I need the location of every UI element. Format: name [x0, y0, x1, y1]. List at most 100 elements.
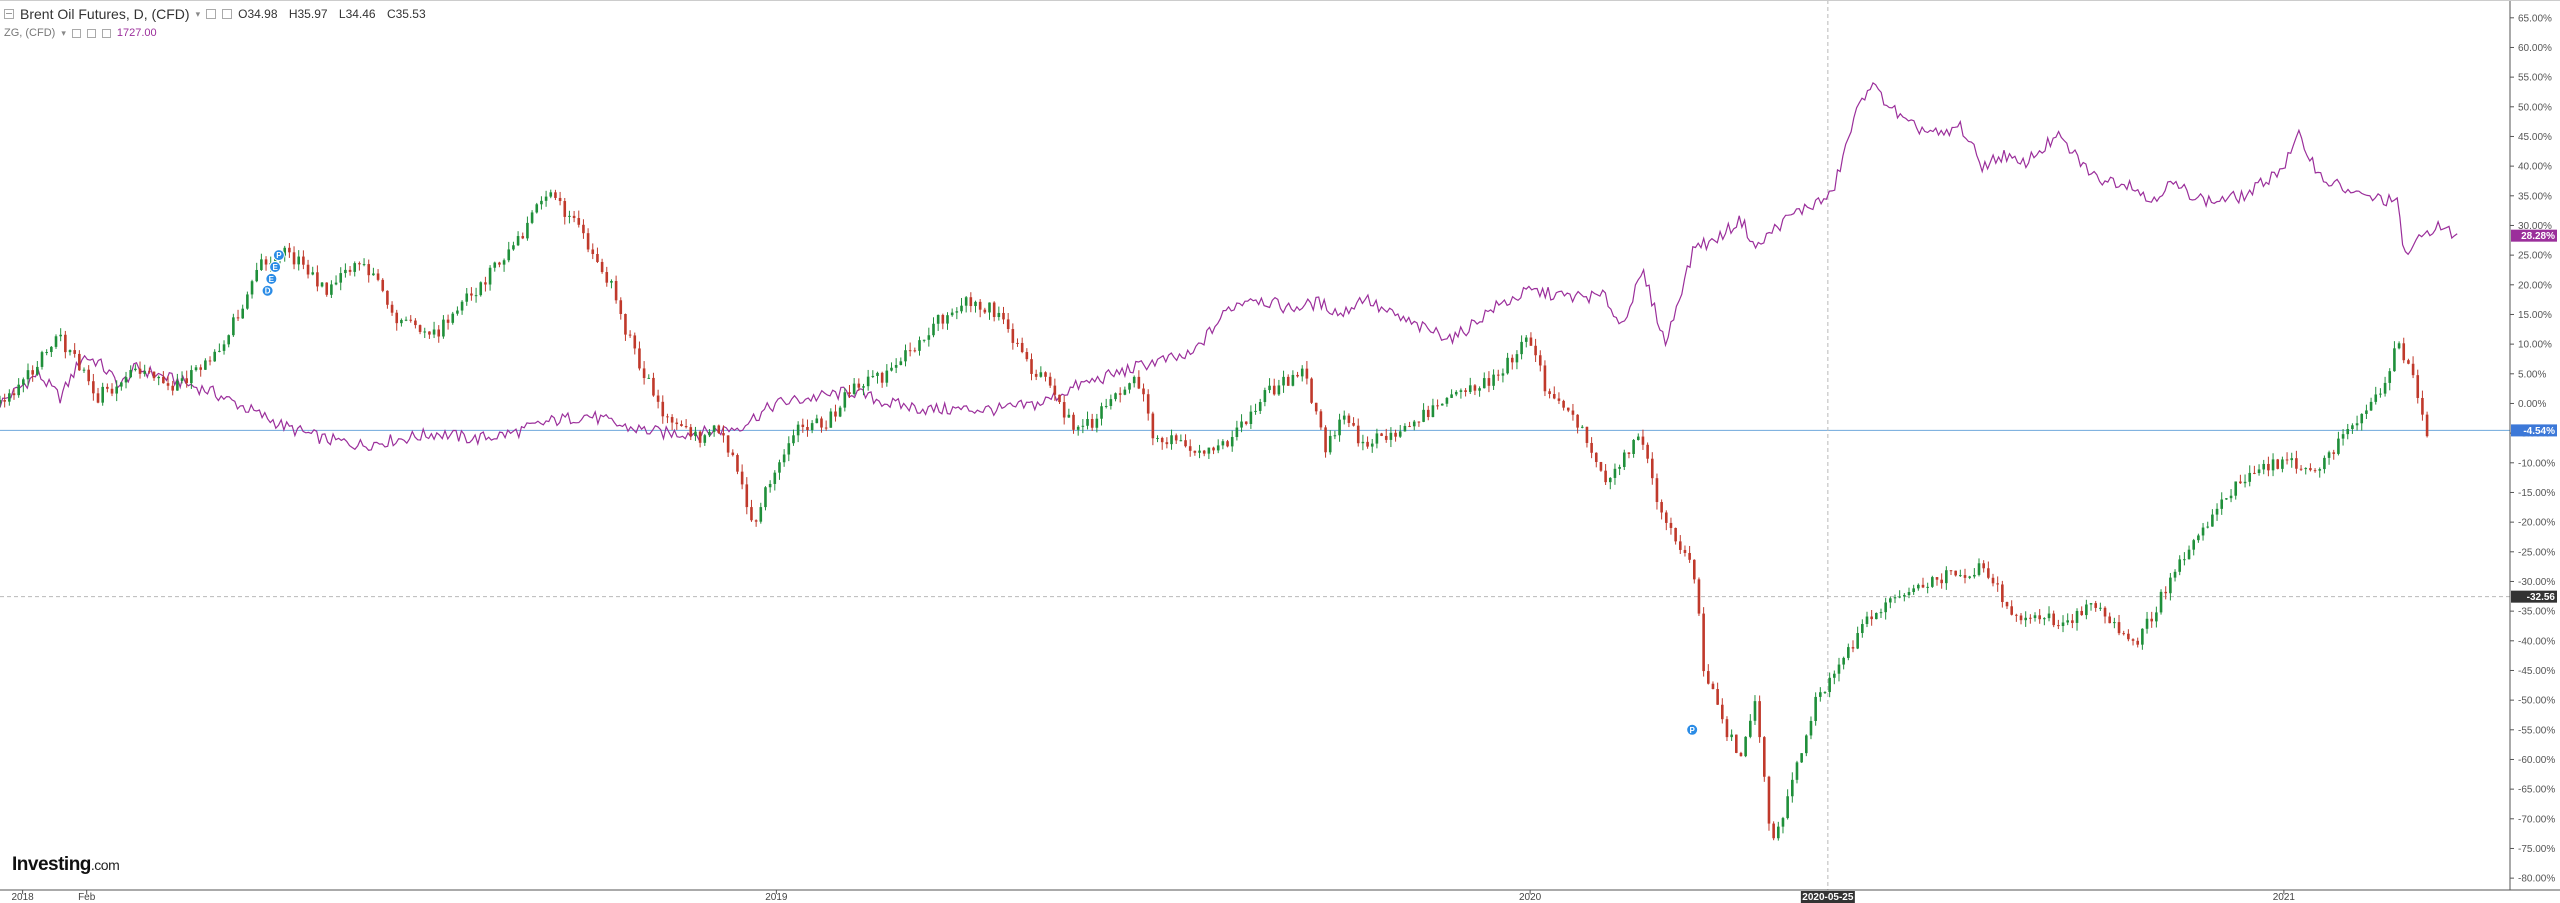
- candle-body: [176, 380, 179, 391]
- candle: [1324, 425, 1327, 458]
- candle: [1487, 371, 1491, 393]
- candle: [400, 318, 403, 327]
- candle-body: [2066, 620, 2069, 623]
- candle-body: [1571, 410, 1575, 415]
- marker-circle[interactable]: [1686, 723, 1699, 736]
- candle-body: [1977, 563, 1981, 575]
- candle-body: [1230, 437, 1234, 447]
- candle: [1608, 477, 1612, 490]
- candle: [311, 266, 315, 276]
- candle: [190, 365, 193, 389]
- symbol-title[interactable]: Brent Oil Futures, D, (CFD): [20, 6, 190, 22]
- candle-body: [92, 381, 95, 394]
- candle: [1758, 695, 1761, 743]
- candle: [460, 300, 464, 315]
- settings-icon[interactable]: [86, 28, 96, 38]
- marker-label: P: [276, 251, 282, 260]
- candle: [185, 370, 188, 388]
- candle-body: [810, 423, 814, 431]
- candle: [1622, 449, 1626, 471]
- candle-body: [1664, 512, 1668, 523]
- candle: [1151, 411, 1155, 446]
- candle: [750, 499, 753, 522]
- candle: [633, 332, 637, 355]
- candle: [1333, 430, 1337, 440]
- candle-body: [64, 334, 67, 353]
- candle-body: [1193, 450, 1197, 453]
- candle: [1146, 389, 1150, 421]
- candle: [2201, 522, 2205, 541]
- candle: [1828, 672, 1831, 698]
- candle: [3, 393, 6, 408]
- candle-body: [708, 431, 711, 436]
- candle-body: [1669, 522, 1673, 528]
- candle-body: [1268, 385, 1271, 391]
- candle: [1982, 560, 1985, 573]
- candle: [1889, 596, 1892, 609]
- close-icon[interactable]: [222, 9, 233, 19]
- candle: [1398, 424, 1402, 438]
- compare-symbol[interactable]: ZG, (CFD): [4, 27, 56, 39]
- candle-body: [614, 280, 618, 301]
- candle: [2416, 369, 2420, 404]
- candle-body: [670, 417, 674, 423]
- event-marker-icon[interactable]: D: [261, 284, 274, 297]
- event-marker-icon[interactable]: P: [272, 249, 285, 262]
- candle-body: [1991, 577, 1995, 584]
- x-tick-label: 2018: [11, 892, 34, 903]
- candle: [1053, 378, 1057, 401]
- candle: [409, 315, 413, 323]
- candle-body: [381, 279, 385, 291]
- candle-body: [1258, 402, 1262, 411]
- marker-circle[interactable]: [261, 284, 274, 297]
- candle-body: [306, 264, 310, 275]
- candle: [1440, 403, 1444, 406]
- candle-body: [992, 302, 996, 318]
- candle: [446, 314, 450, 330]
- candle-body: [348, 269, 352, 272]
- candle: [194, 364, 198, 372]
- candle-body: [274, 257, 277, 264]
- chevron-down-icon[interactable]: ▾: [61, 27, 66, 38]
- candle-body: [1963, 575, 1967, 578]
- candle: [227, 334, 231, 348]
- candle-body: [1095, 418, 1099, 428]
- low-value: L34.46: [338, 7, 376, 21]
- candle-body: [1179, 440, 1183, 442]
- candle-body: [437, 329, 441, 337]
- candle: [1263, 387, 1267, 407]
- candle-body: [2257, 469, 2261, 474]
- marker-circle[interactable]: [269, 261, 282, 273]
- candle: [2071, 614, 2074, 629]
- candle-body: [806, 426, 809, 431]
- candle-body: [1739, 752, 1743, 757]
- collapse-icon[interactable]: [4, 9, 14, 19]
- candle-body: [689, 427, 693, 437]
- candle-body: [2043, 618, 2046, 620]
- event-marker-icon[interactable]: P: [1686, 723, 1699, 736]
- candle-body: [1814, 696, 1817, 721]
- candle: [465, 287, 469, 306]
- candle: [507, 241, 511, 263]
- candle: [2033, 612, 2037, 622]
- marker-circle[interactable]: [272, 249, 285, 262]
- close-icon[interactable]: [101, 28, 111, 38]
- chevron-down-icon[interactable]: ▾: [195, 8, 201, 19]
- event-marker-icon[interactable]: E: [265, 272, 278, 285]
- candle: [768, 480, 772, 493]
- candle-body: [1879, 612, 1883, 614]
- event-marker-icon[interactable]: E: [269, 261, 282, 273]
- crosshair-x-label: 2020-05-25: [1800, 891, 1855, 903]
- candle-body: [1473, 385, 1477, 391]
- candle: [1160, 436, 1164, 450]
- candle-body: [325, 282, 329, 295]
- settings-icon[interactable]: [206, 9, 217, 19]
- candle: [2089, 602, 2093, 611]
- candle: [941, 313, 945, 330]
- visibility-icon[interactable]: [71, 28, 81, 38]
- marker-circle[interactable]: [265, 272, 278, 285]
- candle-body: [577, 218, 581, 225]
- candle: [1235, 420, 1239, 441]
